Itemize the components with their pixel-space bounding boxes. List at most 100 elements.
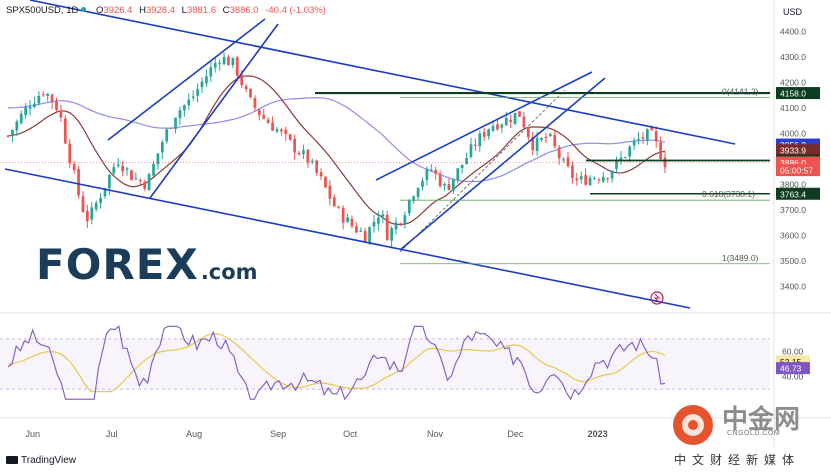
candle-body bbox=[174, 117, 177, 130]
candle-body bbox=[597, 179, 601, 181]
watermark-tagline: 中文财经新媒体 bbox=[674, 453, 801, 467]
candle-body bbox=[218, 62, 222, 64]
candle-body bbox=[650, 127, 654, 131]
candle-body bbox=[641, 137, 645, 139]
y-tick-label: 4200.0 bbox=[780, 77, 806, 87]
candle-body bbox=[257, 109, 261, 116]
candle-body bbox=[55, 101, 58, 111]
candle-body bbox=[434, 169, 438, 174]
candle-body bbox=[72, 164, 76, 171]
candle-body bbox=[306, 149, 310, 163]
candle-body bbox=[86, 210, 89, 222]
candle-body bbox=[152, 163, 155, 176]
candle-body bbox=[337, 206, 341, 208]
candle-body bbox=[535, 137, 539, 151]
candle-body bbox=[381, 214, 385, 217]
x-tick-label: Sep bbox=[270, 429, 286, 439]
candle-body bbox=[63, 118, 67, 144]
candle-body bbox=[513, 113, 517, 124]
x-tick-label: Nov bbox=[427, 429, 444, 439]
candle-body bbox=[213, 63, 217, 68]
candle-body bbox=[654, 131, 658, 142]
candle-body bbox=[491, 126, 495, 131]
candle-body bbox=[103, 188, 107, 197]
x-tick-label: Jun bbox=[26, 429, 41, 439]
y-tick-label: 4100.0 bbox=[780, 103, 806, 113]
candle-body bbox=[615, 159, 618, 169]
candle-body bbox=[562, 159, 565, 161]
candle-body bbox=[350, 218, 354, 227]
candle-body bbox=[165, 129, 169, 142]
candle-body bbox=[235, 57, 239, 76]
candle-body bbox=[465, 158, 468, 165]
candle-body bbox=[526, 127, 530, 138]
candle-body bbox=[628, 146, 632, 157]
ma-fast-line bbox=[7, 75, 666, 226]
candle-body bbox=[160, 142, 164, 153]
price-axis-tag bbox=[776, 87, 820, 100]
candle-body bbox=[504, 117, 508, 126]
y-tick-label: 4400.0 bbox=[780, 26, 806, 36]
candle-body bbox=[593, 178, 596, 180]
candle-body bbox=[588, 177, 592, 186]
candle-body bbox=[403, 215, 407, 225]
candle-body bbox=[156, 153, 160, 165]
forex-logo: FOREX.com bbox=[36, 240, 258, 289]
candle-body bbox=[11, 129, 14, 137]
x-tick-label: Jul bbox=[106, 429, 118, 439]
channel-upper-line bbox=[29, 0, 736, 145]
candle-body bbox=[328, 185, 332, 199]
y-tick-label: 3500.0 bbox=[780, 256, 806, 266]
candle-body bbox=[566, 157, 570, 167]
candle-body bbox=[469, 144, 473, 157]
candle-body bbox=[310, 160, 314, 163]
candle-body bbox=[37, 95, 41, 104]
candle-body bbox=[500, 124, 504, 128]
y-tick-label: 3600.0 bbox=[780, 230, 806, 240]
open-value: 3926.4 bbox=[103, 5, 133, 16]
candle-body bbox=[456, 168, 460, 180]
candle-body bbox=[302, 150, 305, 155]
alert-icon bbox=[650, 291, 664, 305]
candle-body bbox=[169, 127, 173, 129]
channel-lower-line bbox=[4, 168, 691, 309]
candle-body bbox=[240, 74, 244, 86]
fib-level-label: 1(3489.0) bbox=[722, 253, 759, 263]
candle-body bbox=[425, 168, 429, 181]
candle-body bbox=[399, 223, 402, 225]
candle-body bbox=[487, 129, 490, 137]
candle-body bbox=[94, 202, 98, 210]
low-label: L bbox=[181, 5, 187, 16]
candle-body bbox=[394, 222, 398, 230]
candle-body bbox=[522, 116, 526, 128]
candle-body bbox=[227, 56, 230, 66]
candle-body bbox=[130, 170, 133, 181]
rally-channel-upper bbox=[107, 18, 266, 141]
candle-body bbox=[262, 114, 266, 119]
x-tick-label: Aug bbox=[186, 429, 202, 439]
candle-body bbox=[509, 119, 513, 123]
rally-channel-lower bbox=[149, 23, 279, 199]
candle-body bbox=[231, 57, 235, 66]
candle-body bbox=[266, 119, 270, 124]
candle-body bbox=[200, 81, 204, 88]
currency-label: USD bbox=[783, 7, 803, 17]
candle-body bbox=[363, 230, 367, 242]
candle-body bbox=[196, 89, 199, 96]
symbol-name[interactable]: SPX500USD, 1D bbox=[6, 5, 79, 16]
candle-body bbox=[138, 179, 142, 182]
candle-body bbox=[518, 111, 521, 117]
candle-body bbox=[178, 110, 182, 119]
tradingview-brand[interactable]: TradingView bbox=[6, 455, 76, 466]
candle-body bbox=[579, 176, 583, 180]
candle-body bbox=[28, 106, 32, 109]
candle-body bbox=[443, 183, 446, 186]
candle-body bbox=[429, 169, 433, 171]
price-axis-tag bbox=[776, 164, 820, 177]
candle-body bbox=[112, 167, 116, 174]
price-axis-tag-label: 4158.0 bbox=[780, 89, 806, 99]
candle-body bbox=[372, 221, 376, 227]
candle-body bbox=[544, 136, 548, 138]
candle-body bbox=[15, 121, 19, 131]
